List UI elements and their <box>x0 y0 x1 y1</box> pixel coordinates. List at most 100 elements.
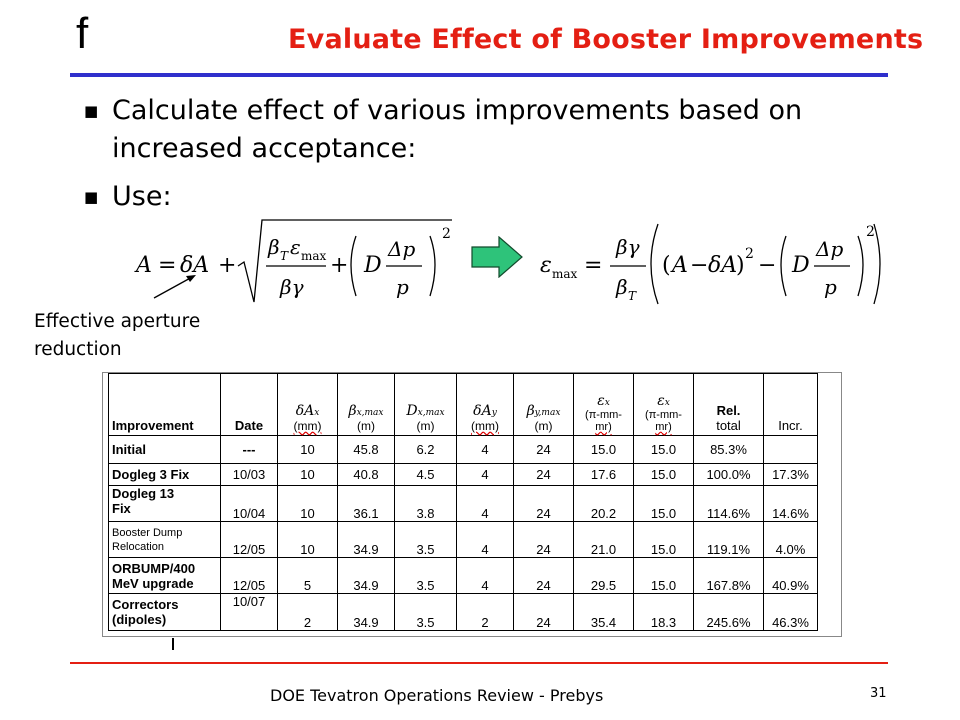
table-row: ORBUMP/400 MeV upgrade 12/05 5 34.9 3.5 4… <box>108 557 818 594</box>
cell: 24 <box>513 435 574 464</box>
cell: 3.5 <box>394 593 457 631</box>
cell: 29.5 <box>573 557 634 594</box>
bullet-list: ■ Calculate effect of various improvemen… <box>84 92 884 226</box>
cell-text: MeV upgrade <box>112 575 194 591</box>
cell: 15.0 <box>633 521 694 558</box>
svg-text:β: β <box>267 235 280 259</box>
aperture-caption: Effective aperture reduction <box>34 308 200 364</box>
cell: 17.6 <box>573 463 634 486</box>
cell: 24 <box>513 463 574 486</box>
table-row: Dogleg 13 Fix 10/04 10 36.1 3.8 4 24 20.2… <box>108 485 818 522</box>
header-text: Incr. <box>778 418 803 433</box>
pointer-arrow-icon <box>153 275 196 299</box>
footer-text: DOE Tevatron Operations Review - Prebys <box>270 686 604 705</box>
cell <box>763 435 818 464</box>
bullet-marker-icon: ■ <box>84 102 99 120</box>
cell: 3.8 <box>394 485 457 522</box>
svg-text:p: p <box>824 275 837 299</box>
cell: 17.3% <box>763 463 818 486</box>
cell: 34.9 <box>337 593 395 631</box>
svg-text:δA: δA <box>180 253 209 278</box>
svg-text:=: = <box>584 253 602 278</box>
cell: 10 <box>277 463 338 486</box>
svg-text:(: ( <box>662 253 671 278</box>
bullet-text: Use: <box>112 181 172 212</box>
bullet-marker-icon: ■ <box>84 188 99 206</box>
cell-text: Correctors <box>112 597 179 612</box>
cell: 3.5 <box>394 557 457 594</box>
top-divider <box>70 73 888 77</box>
cell: 15.0 <box>633 557 694 594</box>
table-header-row: Improvement Date δAx (mm) βx,max (m) Dx,ma… <box>108 373 818 436</box>
svg-text:=: = <box>158 253 176 278</box>
header-unit: (m) <box>416 419 435 433</box>
cell-date: --- <box>220 435 278 464</box>
right-arrow-icon <box>471 236 523 278</box>
header-unit: (mm) <box>471 419 499 433</box>
header-epsilon-y: εx (π-mm-mr) <box>633 373 694 436</box>
cell: 15.0 <box>573 435 634 464</box>
page-number: 31 <box>870 686 887 701</box>
cell: 3.5 <box>394 521 457 558</box>
header-unit: (π-mm- <box>585 409 622 421</box>
cell: 4 <box>456 521 514 558</box>
table-row: Booster Dump Relocation 12/05 10 34.9 3.5… <box>108 521 818 558</box>
svg-text:βγ: βγ <box>279 275 304 299</box>
header-d-x-max: Dx,max (m) <box>394 373 457 436</box>
header-unit: (mm) <box>293 419 322 433</box>
improvements-table: Improvement Date δAx (mm) βx,max (m) Dx,ma… <box>108 373 818 631</box>
svg-text:βγ: βγ <box>615 235 640 259</box>
cell-improvement: Booster Dump Relocation <box>108 521 221 558</box>
svg-text:T: T <box>628 289 637 303</box>
header-beta-x-max: βx,max (m) <box>337 373 395 436</box>
acceptance-formula: A = δA + β T ε max βγ + D Δp p 2 <box>134 219 452 303</box>
svg-text:δA: δA <box>708 253 737 278</box>
header-unit: (m) <box>534 419 553 433</box>
cell-text: ORBUMP/400 <box>112 560 196 576</box>
svg-text:2: 2 <box>745 246 754 262</box>
cell: 245.6% <box>693 593 764 631</box>
cell: 4.5 <box>394 463 457 486</box>
bullet-text: Calculate effect of various improvements… <box>112 95 803 164</box>
svg-text:ε: ε <box>540 253 552 278</box>
svg-text:β: β <box>615 275 628 299</box>
cell: 45.8 <box>337 435 395 464</box>
svg-text:A: A <box>670 253 688 278</box>
cell-text: Relocation <box>112 540 164 553</box>
header-rel-total: Rel. total <box>693 373 764 436</box>
header-unit: mr) <box>595 421 612 433</box>
improvements-table-frame: Improvement Date δAx (mm) βx,max (m) Dx,ma… <box>102 372 842 637</box>
header-incr: Incr. <box>763 373 818 436</box>
cell: 20.2 <box>573 485 634 522</box>
cell: 34.9 <box>337 557 395 594</box>
header-delta-ay: δAy (mm) <box>456 373 514 436</box>
cell-improvement: Dogleg 3 Fix <box>108 463 221 486</box>
table-row: Initial --- 10 45.8 6.2 4 24 15.0 15.0 8… <box>108 435 818 464</box>
svg-text:+: + <box>218 253 236 278</box>
cell: 119.1% <box>693 521 764 558</box>
svg-text:Δp: Δp <box>387 237 415 261</box>
header-epsilon-x: εx (π-mm-mr) <box>573 373 634 436</box>
caption-line: reduction <box>34 339 122 360</box>
cell-date: 12/05 <box>220 521 278 558</box>
table-mark <box>172 638 174 650</box>
logo: f <box>76 9 89 58</box>
svg-text:ε: ε <box>290 235 301 259</box>
cell-improvement: Initial <box>108 435 221 464</box>
svg-text:): ) <box>736 253 745 278</box>
table-row: Dogleg 3 Fix 10/03 10 40.8 4.5 4 24 17.6… <box>108 463 818 486</box>
cell-date: 10/04 <box>220 485 278 522</box>
cell: 10 <box>277 485 338 522</box>
cell: 4 <box>456 435 514 464</box>
cell-text: Dogleg 13 <box>112 486 175 501</box>
cell: 46.3% <box>763 593 818 631</box>
header-unit: mr) <box>655 421 672 433</box>
cell: 114.6% <box>693 485 764 522</box>
emittance-formula: ε max = βγ β T ( A − δA ) 2 − D Δp p 2 <box>540 223 881 305</box>
cell-text: (dipoles) <box>112 612 167 627</box>
cell-date: 10/03 <box>220 463 278 486</box>
svg-text:−: − <box>758 253 776 278</box>
cell: 24 <box>513 557 574 594</box>
bullet-item: ■ Calculate effect of various improvemen… <box>84 92 884 168</box>
cell: 36.1 <box>337 485 395 522</box>
